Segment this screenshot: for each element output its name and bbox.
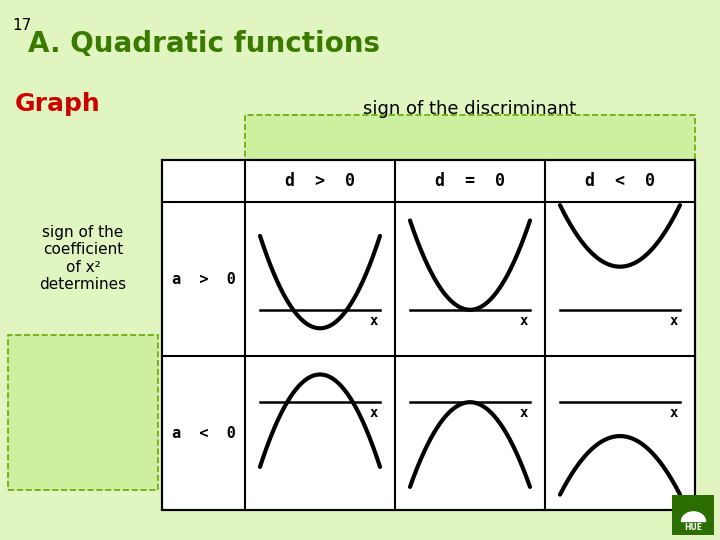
Text: 17: 17	[12, 18, 31, 33]
Text: x: x	[670, 406, 678, 420]
Text: sign of the discriminant: sign of the discriminant	[364, 100, 577, 118]
FancyBboxPatch shape	[245, 115, 695, 160]
Text: d  <  0: d < 0	[585, 172, 655, 190]
Bar	[672, 495, 714, 535]
Text: x: x	[369, 406, 378, 420]
Text: x: x	[670, 314, 678, 328]
Text: x: x	[369, 314, 378, 328]
Text: Graph: Graph	[15, 92, 101, 116]
Bar	[162, 160, 695, 510]
Text: d  =  0: d = 0	[435, 172, 505, 190]
Text: x: x	[520, 314, 528, 328]
Text: a  >  0: a > 0	[171, 272, 235, 287]
Text: A. Quadratic functions: A. Quadratic functions	[28, 30, 380, 58]
Text: sign of the
coefficient
of x²
determines: sign of the coefficient of x² determines	[40, 225, 127, 292]
Text: x: x	[520, 406, 528, 420]
Text: HUE: HUE	[684, 523, 702, 532]
Text: a  <  0: a < 0	[171, 426, 235, 441]
Text: d  >  0: d > 0	[285, 172, 355, 190]
FancyBboxPatch shape	[8, 335, 158, 490]
